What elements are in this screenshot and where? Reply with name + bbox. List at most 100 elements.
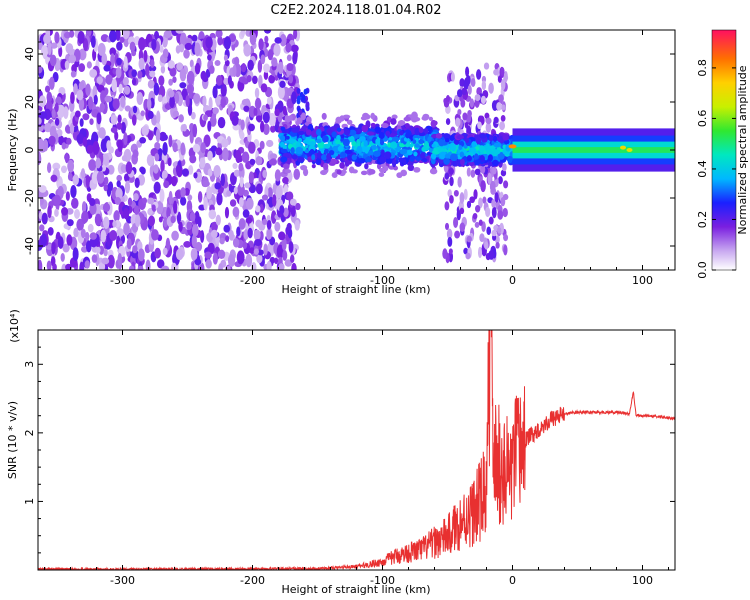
spectrogram-cell (73, 83, 78, 95)
spectrogram-cell (162, 141, 168, 156)
spectrogram-cell (336, 169, 342, 175)
x-tick-label: 100 (632, 274, 653, 287)
spectrogram-cell (297, 156, 305, 163)
spectrogram-cell (351, 169, 358, 174)
spectrogram-cell (284, 259, 293, 267)
spectrogram-cell (225, 235, 230, 243)
x-tick-label: -300 (110, 274, 135, 287)
spectrogram-cell (203, 114, 208, 121)
spectrogram-cell (180, 142, 186, 156)
spectrogram-cell (57, 135, 65, 146)
spectrogram-cell (72, 174, 79, 186)
spectrogram-cell (255, 205, 261, 213)
spectrogram-cell (288, 74, 294, 84)
spectrogram-cell (315, 128, 322, 136)
spectrogram-cell (137, 70, 143, 79)
spectrogram-cell (462, 112, 468, 121)
spectrogram-cell (69, 122, 75, 135)
spectrogram-cell (409, 143, 414, 148)
spectrogram-cell (305, 129, 312, 136)
snr-y-label: SNR (10 * v/v) (6, 401, 19, 479)
spectrogram-cell (205, 259, 212, 269)
spectrogram-cell (342, 114, 351, 119)
spectrogram-cell (101, 164, 107, 172)
spectrogram-cell (263, 30, 272, 34)
spectrogram-cell (233, 169, 241, 177)
spectrogram-cell (429, 168, 438, 175)
spectrogram-cell (268, 158, 277, 166)
spectrogram-cell (210, 229, 218, 239)
spectrogram-cell (218, 263, 223, 270)
spectrogram-cell (226, 190, 232, 197)
spectrogram-cell (89, 69, 98, 78)
spectrogram-cell (463, 188, 468, 201)
spectrogram-cell (118, 83, 123, 94)
spectrogram-cell (220, 96, 227, 109)
spectrogram-cell (151, 204, 156, 211)
spectrogram-cell (503, 180, 509, 189)
spectrogram-cell (79, 261, 85, 270)
spectrogram-cell (65, 43, 74, 54)
spectrogram-cell (249, 32, 257, 46)
spectrogram-cell (391, 159, 397, 168)
spectrogram-cell (396, 172, 403, 179)
spectrogram-cell (262, 218, 268, 225)
spectrogram-cell (292, 51, 298, 65)
x-tick-label: 100 (632, 574, 653, 587)
spectrogram-cell (131, 50, 137, 57)
spectrogram-cell (356, 145, 363, 154)
spectrogram-cell (257, 59, 263, 73)
spectrogram-cell (370, 112, 376, 120)
spectrogram-cell (100, 229, 107, 243)
spectrogram-cell (213, 164, 221, 178)
spectrogram-cell (153, 181, 161, 194)
snr-y-scale-label: (x10⁴) (8, 309, 21, 343)
spectrogram-cell (247, 59, 254, 71)
spectrogram-cell (346, 119, 353, 125)
y-tick-label: 0 (23, 147, 36, 154)
spectrogram-cell (450, 153, 458, 162)
spectrogram-cell (270, 210, 277, 224)
spectrogram-cell (348, 129, 357, 136)
spectrogram-cell (502, 207, 508, 218)
spectrogram-cell (236, 250, 245, 265)
spectrogram-cell (203, 196, 208, 211)
spectrogram-cell (116, 174, 123, 182)
spectrogram-cell (374, 126, 382, 134)
spectrogram-cell (215, 147, 223, 156)
spectrogram-cell (364, 156, 372, 163)
spectrogram-cell (626, 148, 633, 152)
spectrogram-cell (172, 110, 180, 117)
spectrogram-cell (146, 154, 155, 167)
spectrogram-cell (180, 187, 186, 198)
spectrogram-cell (159, 45, 164, 53)
spectrogram-cell (266, 219, 272, 230)
spectrogram-cell (109, 47, 117, 56)
spectrogram-cell (269, 153, 278, 160)
spectrogram-cell (112, 220, 117, 228)
spectrogram-cell (49, 125, 57, 139)
spectrogram-cell (258, 38, 264, 51)
spectrogram-cell (114, 131, 119, 141)
spectrogram-cell (281, 238, 287, 251)
spectrogram-cell (444, 153, 451, 159)
spectrogram-cell (322, 162, 329, 171)
spectrogram-cell (263, 243, 268, 256)
spectrogram-cell (239, 176, 244, 188)
spectrogram-cell (39, 111, 48, 120)
spectrogram-cell (278, 263, 285, 270)
spectrogram-cell (423, 128, 429, 134)
spectrogram-cell (48, 135, 56, 146)
spectrogram-x-label: Height of straight line (km) (281, 283, 430, 296)
spectrogram-cell (156, 200, 164, 214)
spectrogram-cell (357, 157, 366, 164)
spectrogram-cell (282, 144, 287, 150)
spectrogram-cell (283, 207, 289, 218)
spectrogram-cell (163, 180, 170, 189)
spectrogram-cell (300, 164, 308, 171)
spectrogram-cell (378, 172, 385, 177)
spectrogram-cell (139, 137, 147, 144)
spectrogram-cell (102, 216, 110, 229)
spectrogram-cell (469, 196, 476, 204)
spectrogram-cell (474, 94, 481, 102)
